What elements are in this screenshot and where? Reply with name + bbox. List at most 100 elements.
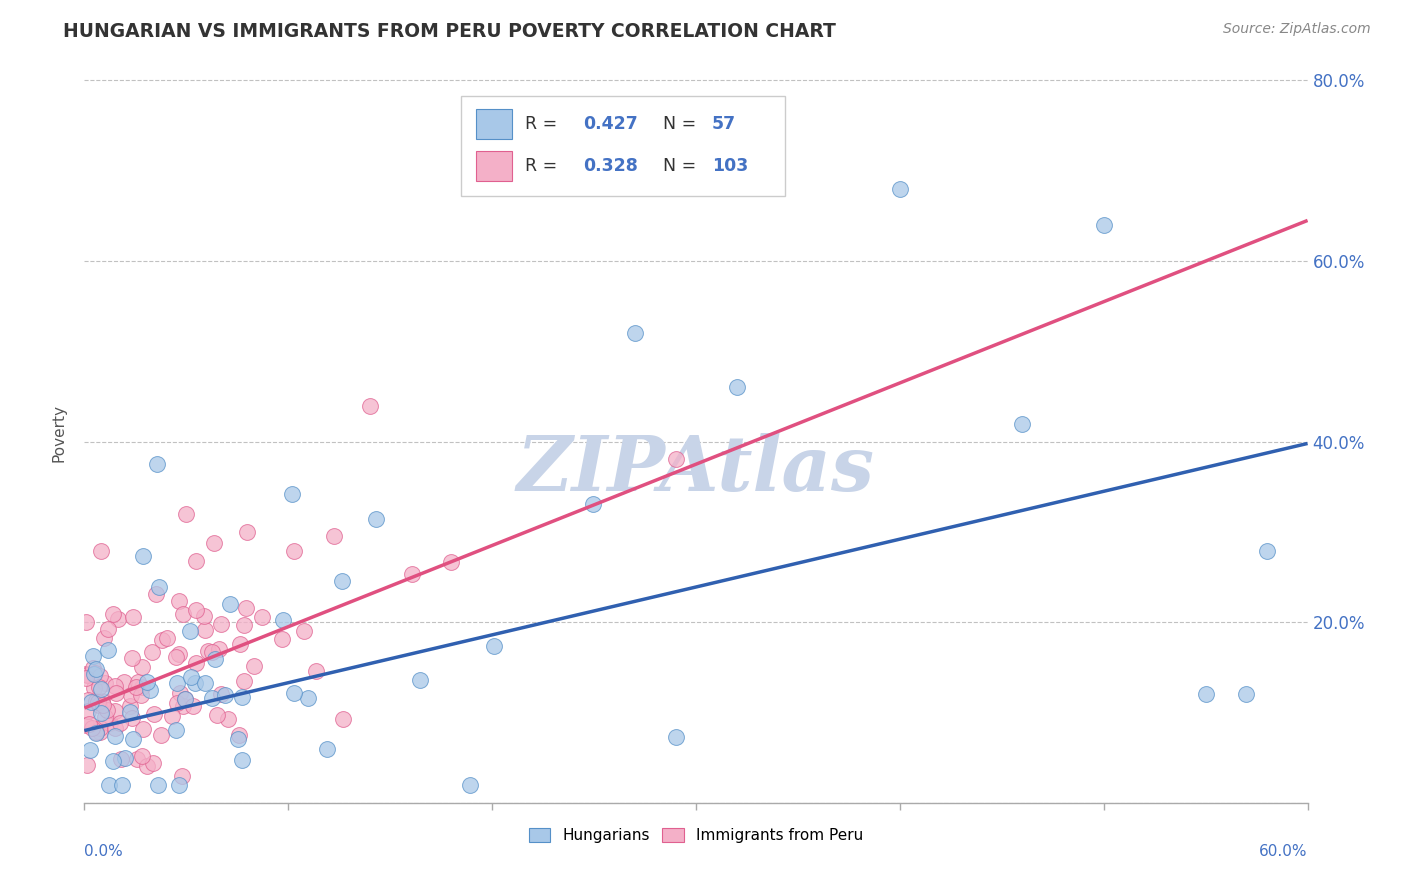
Point bbox=[624, 326, 647, 341]
Point bbox=[181, 699, 204, 714]
Point bbox=[160, 708, 183, 723]
Point bbox=[359, 399, 381, 413]
Point bbox=[229, 637, 252, 651]
Point bbox=[364, 512, 387, 526]
Point bbox=[150, 632, 173, 647]
Point bbox=[97, 778, 120, 792]
Point bbox=[226, 731, 249, 746]
Point bbox=[149, 728, 172, 742]
Point bbox=[125, 680, 148, 694]
Point bbox=[77, 693, 100, 707]
Point bbox=[90, 544, 112, 558]
Point bbox=[292, 624, 315, 638]
Point bbox=[217, 713, 239, 727]
Point bbox=[91, 694, 114, 708]
Point bbox=[218, 597, 240, 611]
Point bbox=[121, 651, 143, 665]
Point bbox=[141, 645, 163, 659]
Point bbox=[87, 680, 110, 694]
Point bbox=[184, 656, 207, 670]
Point bbox=[197, 644, 219, 658]
Point bbox=[174, 692, 197, 706]
Point bbox=[283, 686, 305, 700]
Point bbox=[323, 529, 346, 543]
Point bbox=[89, 725, 111, 739]
Point bbox=[110, 752, 132, 766]
Point bbox=[80, 695, 103, 709]
Point bbox=[75, 718, 97, 732]
Point bbox=[172, 607, 194, 621]
Point bbox=[167, 647, 190, 661]
Point bbox=[105, 686, 128, 700]
Point bbox=[179, 624, 201, 639]
Point bbox=[401, 566, 423, 581]
Point bbox=[169, 593, 191, 607]
Text: 0.328: 0.328 bbox=[583, 157, 638, 175]
Point bbox=[142, 707, 165, 722]
Point bbox=[233, 618, 256, 632]
Point bbox=[236, 524, 259, 539]
Point bbox=[83, 681, 105, 696]
Point bbox=[250, 610, 273, 624]
Point bbox=[125, 752, 148, 766]
Point bbox=[305, 665, 328, 679]
Point bbox=[243, 658, 266, 673]
Point bbox=[107, 611, 129, 625]
Point bbox=[93, 710, 115, 724]
FancyBboxPatch shape bbox=[475, 152, 513, 181]
Point bbox=[122, 610, 145, 624]
Point bbox=[97, 642, 120, 657]
Point bbox=[135, 674, 157, 689]
Point bbox=[209, 617, 232, 632]
Point bbox=[271, 632, 294, 646]
Point bbox=[90, 706, 112, 721]
Point bbox=[297, 691, 319, 706]
Text: R =: R = bbox=[524, 157, 562, 175]
Point bbox=[184, 676, 207, 690]
Point bbox=[458, 778, 481, 792]
Point bbox=[131, 748, 153, 763]
Point bbox=[112, 675, 135, 690]
Point bbox=[104, 704, 127, 718]
Point bbox=[1092, 218, 1115, 232]
Text: 57: 57 bbox=[711, 115, 735, 133]
Point bbox=[725, 380, 748, 394]
Point bbox=[204, 652, 226, 666]
Point bbox=[82, 648, 104, 663]
Point bbox=[89, 721, 111, 735]
Point bbox=[1011, 417, 1033, 431]
Point bbox=[582, 497, 605, 511]
Point bbox=[84, 694, 107, 708]
Point bbox=[184, 554, 207, 568]
Point bbox=[97, 622, 120, 636]
Point bbox=[111, 778, 134, 792]
Point bbox=[75, 672, 97, 686]
Point bbox=[174, 507, 197, 521]
Point bbox=[165, 650, 187, 665]
FancyBboxPatch shape bbox=[461, 95, 786, 195]
Point bbox=[82, 661, 104, 675]
Point bbox=[170, 769, 193, 783]
Text: R =: R = bbox=[524, 115, 562, 133]
Point bbox=[118, 698, 141, 713]
Point bbox=[75, 615, 97, 629]
Point bbox=[482, 639, 505, 653]
Point bbox=[283, 544, 305, 558]
Point bbox=[155, 632, 177, 646]
Point bbox=[1195, 688, 1218, 702]
Y-axis label: Poverty: Poverty bbox=[51, 403, 66, 462]
Text: 60.0%: 60.0% bbox=[1260, 844, 1308, 858]
Point bbox=[231, 752, 253, 766]
Point bbox=[118, 705, 141, 719]
Point bbox=[87, 695, 110, 709]
Point bbox=[90, 682, 112, 697]
Point bbox=[89, 669, 111, 683]
Point bbox=[79, 743, 101, 757]
Point bbox=[205, 707, 228, 722]
Point bbox=[75, 666, 97, 681]
Point bbox=[184, 602, 207, 616]
Point bbox=[103, 755, 125, 769]
Point bbox=[80, 721, 103, 735]
Point bbox=[235, 601, 257, 615]
Point bbox=[91, 698, 114, 712]
